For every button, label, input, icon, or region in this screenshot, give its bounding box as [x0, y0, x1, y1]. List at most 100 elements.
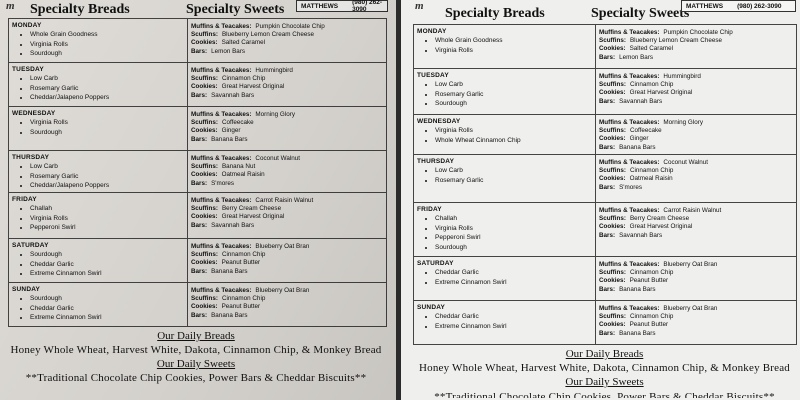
- day-breads-cell: SATURDAYSourdoughCheddar GarlicExtreme C…: [8, 238, 188, 283]
- day-sweets-cell: Muffins & Teacakes: Blueberry Oat Bran Scu…: [595, 256, 797, 301]
- right-menu-photo: m Specialty Breads Specialty Sweets MATT…: [401, 0, 800, 400]
- muffins-value: Hummingbird: [255, 67, 293, 74]
- muffins-label: Muffins & Teacakes:: [599, 73, 660, 80]
- daily-sweets-list: **Traditional Chocolate Chip Cookies, Po…: [434, 391, 775, 398]
- cookies-label: Cookies:: [599, 45, 626, 53]
- bars-line: Bars: Savannah Bars: [191, 222, 383, 230]
- day-breads-cell: MONDAYWhole Grain GoodnessVirginia Rolls…: [8, 18, 188, 63]
- bars-label: Bars:: [599, 53, 616, 61]
- scuffins-label: Scuffins:: [599, 167, 626, 175]
- bars-value: Banana Bars: [619, 329, 656, 337]
- bars-value: Savannah Bars: [211, 91, 255, 99]
- bars-value: Banana Bars: [211, 267, 248, 275]
- bread-item: Low Carb: [435, 80, 592, 90]
- breads-list: Whole Grain GoodnessVirginia Rolls: [417, 36, 592, 55]
- menu-header: m Specialty Breads Specialty Sweets MATT…: [413, 0, 796, 21]
- day-row-saturday: SATURDAYSourdoughCheddar GarlicExtreme C…: [8, 238, 387, 283]
- scuffins-label: Scuffins:: [191, 75, 218, 83]
- bread-item: Pepperoni Swirl: [30, 223, 184, 233]
- day-name: WEDNESDAY: [417, 118, 461, 125]
- bars-label: Bars:: [599, 97, 616, 105]
- cookies-label: Cookies:: [191, 213, 218, 221]
- day-sweets-cell: Muffins & Teacakes: Hummingbird Scuffins: C…: [595, 68, 797, 115]
- scuffins-label: Scuffins:: [191, 295, 218, 303]
- muffins-label: Muffins & Teacakes:: [599, 159, 660, 166]
- breads-list: Low CarbRosemary GarlicCheddar/Jalapeno …: [12, 74, 184, 103]
- cookies-value: Great Harvest Original: [629, 223, 693, 231]
- cookies-value: Great Harvest Original: [221, 83, 285, 91]
- bars-value: Lemon Bars: [619, 53, 654, 61]
- scuffins-line: Scuffins: Cinnamon Chip: [599, 313, 793, 321]
- bread-item: Sourdough: [30, 294, 184, 304]
- cookies-label: Cookies:: [191, 39, 218, 47]
- weekly-menu-table: MONDAYWhole Grain GoodnessVirginia Rolls…: [8, 18, 387, 327]
- bars-line: Bars: Savannah Bars: [599, 98, 793, 106]
- scuffins-value: Cinnamon Chip: [629, 313, 674, 321]
- muffins-value: Coconut Walnut: [663, 159, 708, 166]
- bread-item: Rosemary Garlic: [435, 176, 592, 186]
- cookies-value: Ginger: [221, 127, 241, 135]
- bars-line: Bars: Lemon Bars: [191, 48, 383, 56]
- contact-name: MATTHEWS: [686, 2, 724, 10]
- cookies-value: Peanut Butter: [221, 259, 261, 267]
- daily-footer: Our Daily Breads Honey Whole Wheat, Harv…: [413, 348, 796, 398]
- scuffins-value: Blueberry Lemon Cream Cheese: [221, 31, 314, 39]
- bars-value: Lemon Bars: [211, 47, 246, 55]
- muffins-value: Blueberry Oat Bran: [663, 261, 718, 268]
- scuffins-line: Scuffins: Blueberry Lemon Cream Cheese: [191, 31, 383, 39]
- breads-list: Cheddar GarlicExtreme Cinnamon Swirl: [417, 312, 592, 331]
- cookies-value: Great Harvest Original: [221, 213, 285, 221]
- bars-line: Bars: Banana Bars: [191, 312, 383, 320]
- bars-label: Bars:: [599, 285, 616, 293]
- scuffins-label: Scuffins:: [191, 119, 218, 127]
- breads-list: Low CarbRosemary GarlicSourdough: [417, 80, 592, 109]
- scuffins-line: Scuffins: Cinnamon Chip: [599, 81, 793, 89]
- contact-box: MATTHEWS (980) 262-3090: [681, 0, 796, 12]
- muffins-value: Carrot Raisin Walnut: [663, 207, 722, 214]
- muffins-label: Muffins & Teacakes:: [599, 29, 660, 36]
- bars-label: Bars:: [191, 179, 208, 187]
- muffins-line: Muffins & Teacakes: Morning Glory: [599, 119, 793, 127]
- muffins-label: Muffins & Teacakes:: [599, 207, 660, 214]
- bread-item: Cheddar Garlic: [435, 268, 592, 278]
- breads-list: Virginia RollsWhole Wheat Cinnamon Chip: [417, 126, 592, 145]
- scuffins-label: Scuffins:: [191, 31, 218, 39]
- breads-list: SourdoughCheddar GarlicExtreme Cinnamon …: [12, 294, 184, 323]
- cookies-line: Cookies: Oatmeal Raisin: [191, 171, 383, 179]
- breads-list: SourdoughCheddar GarlicExtreme Cinnamon …: [12, 250, 184, 279]
- muffins-line: Muffins & Teacakes: Coconut Walnut: [599, 159, 793, 167]
- muffins-line: Muffins & Teacakes: Blueberry Oat Bran: [599, 305, 793, 313]
- muffins-line: Muffins & Teacakes: Coconut Walnut: [191, 155, 383, 163]
- cookies-label: Cookies:: [599, 277, 626, 285]
- breads-list: ChallahVirginia RollsPepperoni Swirl: [12, 204, 184, 233]
- bars-label: Bars:: [191, 221, 208, 229]
- bread-item: Rosemary Garlic: [30, 172, 184, 182]
- scuffins-value: Cinnamon Chip: [629, 81, 674, 89]
- scuffins-line: Scuffins: Cinnamon Chip: [191, 251, 383, 259]
- cookies-label: Cookies:: [191, 171, 218, 179]
- bars-label: Bars:: [191, 91, 208, 99]
- day-row-tuesday: TUESDAYLow CarbRosemary GarlicSourdoughM…: [413, 68, 797, 115]
- bars-line: Bars: Banana Bars: [191, 268, 383, 276]
- bars-value: Savannah Bars: [619, 231, 663, 239]
- day-sweets-cell: Muffins & Teacakes: Blueberry Oat Bran Scu…: [595, 300, 797, 345]
- day-breads-cell: FRIDAYChallahVirginia RollsPepperoni Swi…: [8, 192, 188, 239]
- day-name: THURSDAY: [12, 154, 50, 161]
- scuffins-label: Scuffins:: [191, 163, 218, 171]
- muffins-value: Carrot Raisin Walnut: [255, 197, 314, 204]
- cookies-label: Cookies:: [599, 175, 626, 183]
- specialty-sweets-title: Specialty Sweets: [186, 2, 285, 17]
- scuffins-value: Berry Cream Cheese: [629, 215, 690, 223]
- daily-breads-list: Honey Whole Wheat, Harvest White, Dakota…: [418, 362, 790, 374]
- day-name: FRIDAY: [12, 196, 37, 203]
- cookies-value: Great Harvest Original: [629, 89, 693, 97]
- scuffins-value: Cinnamon Chip: [221, 251, 266, 259]
- cookies-value: Salted Caramel: [221, 39, 265, 47]
- scuffins-line: Scuffins: Coffeecake: [191, 119, 383, 127]
- bread-item: Virginia Rolls: [30, 40, 184, 50]
- scuffins-value: Coffeecake: [221, 119, 254, 127]
- bread-item: Extreme Cinnamon Swirl: [435, 322, 592, 332]
- specialty-breads-title: Specialty Breads: [445, 6, 545, 21]
- day-row-wednesday: WEDNESDAYVirginia RollsSourdoughMuffins …: [8, 106, 387, 151]
- muffins-value: Pumpkin Chocolate Chip: [255, 23, 325, 30]
